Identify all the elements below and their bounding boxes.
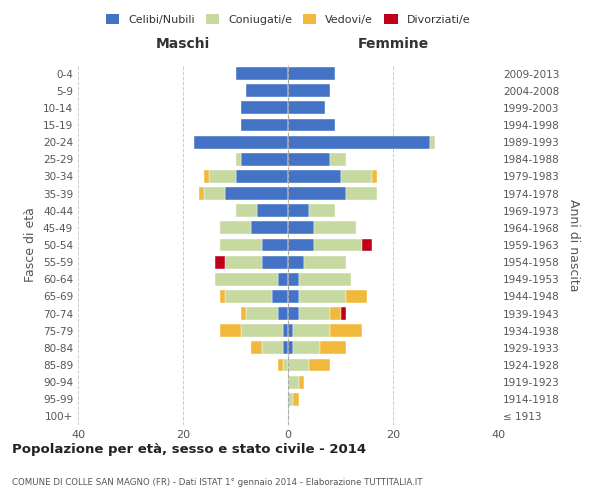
Bar xyxy=(299,290,346,303)
Bar xyxy=(241,324,283,337)
Bar xyxy=(288,204,309,217)
Legend: Celibi/Nubili, Coniugati/e, Vedovi/e, Divorziati/e: Celibi/Nubili, Coniugati/e, Vedovi/e, Di… xyxy=(103,10,473,28)
Bar xyxy=(361,238,372,252)
Bar xyxy=(241,307,246,320)
Y-axis label: Anni di nascita: Anni di nascita xyxy=(566,198,580,291)
Bar xyxy=(314,222,356,234)
Bar xyxy=(283,342,288,354)
Bar xyxy=(288,187,346,200)
Bar xyxy=(288,324,293,337)
Bar xyxy=(288,153,330,166)
Bar xyxy=(309,204,335,217)
Bar xyxy=(288,358,309,372)
Bar xyxy=(204,170,209,183)
Bar xyxy=(283,358,288,372)
Bar xyxy=(293,342,320,354)
Bar xyxy=(241,153,288,166)
Bar xyxy=(215,273,277,285)
Bar xyxy=(283,324,288,337)
Bar xyxy=(330,307,341,320)
Bar xyxy=(272,290,288,303)
Bar xyxy=(251,222,288,234)
Bar xyxy=(288,290,299,303)
Bar xyxy=(235,170,288,183)
Bar xyxy=(288,136,430,148)
Bar xyxy=(215,256,225,268)
Bar xyxy=(246,307,277,320)
Bar xyxy=(288,170,341,183)
Bar xyxy=(299,273,351,285)
Bar xyxy=(220,324,241,337)
Bar xyxy=(277,358,283,372)
Bar xyxy=(262,342,283,354)
Bar xyxy=(288,307,299,320)
Bar xyxy=(299,376,304,388)
Bar xyxy=(241,102,288,114)
Bar xyxy=(314,238,361,252)
Bar xyxy=(288,84,330,97)
Bar xyxy=(341,307,346,320)
Bar xyxy=(288,102,325,114)
Bar xyxy=(341,170,372,183)
Bar xyxy=(288,67,335,80)
Text: Maschi: Maschi xyxy=(156,38,210,52)
Bar xyxy=(225,256,262,268)
Bar xyxy=(204,187,225,200)
Bar xyxy=(235,67,288,80)
Text: Femmine: Femmine xyxy=(358,38,428,52)
Bar xyxy=(235,204,257,217)
Bar xyxy=(304,256,346,268)
Bar xyxy=(262,256,288,268)
Bar xyxy=(293,324,330,337)
Bar xyxy=(262,238,288,252)
Bar xyxy=(320,342,346,354)
Bar xyxy=(241,118,288,132)
Bar xyxy=(277,307,288,320)
Bar xyxy=(257,204,288,217)
Bar xyxy=(288,393,293,406)
Bar xyxy=(288,273,299,285)
Bar xyxy=(225,187,288,200)
Bar xyxy=(372,170,377,183)
Bar xyxy=(235,153,241,166)
Bar xyxy=(309,358,330,372)
Bar xyxy=(220,290,225,303)
Bar xyxy=(299,307,330,320)
Y-axis label: Fasce di età: Fasce di età xyxy=(25,208,37,282)
Bar xyxy=(225,290,272,303)
Bar xyxy=(346,290,367,303)
Bar xyxy=(277,273,288,285)
Bar xyxy=(288,376,299,388)
Bar xyxy=(199,187,204,200)
Text: COMUNE DI COLLE SAN MAGNO (FR) - Dati ISTAT 1° gennaio 2014 - Elaborazione TUTTI: COMUNE DI COLLE SAN MAGNO (FR) - Dati IS… xyxy=(12,478,422,487)
Bar xyxy=(288,118,335,132)
Bar xyxy=(288,342,293,354)
Bar xyxy=(330,324,361,337)
Bar xyxy=(293,393,299,406)
Bar xyxy=(220,222,251,234)
Bar xyxy=(288,238,314,252)
Bar xyxy=(330,153,346,166)
Bar xyxy=(209,170,235,183)
Bar xyxy=(288,256,304,268)
Text: Popolazione per età, sesso e stato civile - 2014: Popolazione per età, sesso e stato civil… xyxy=(12,442,366,456)
Bar xyxy=(251,342,262,354)
Bar xyxy=(246,84,288,97)
Bar xyxy=(346,187,377,200)
Bar xyxy=(220,238,262,252)
Bar xyxy=(288,222,314,234)
Bar xyxy=(193,136,288,148)
Bar xyxy=(430,136,435,148)
